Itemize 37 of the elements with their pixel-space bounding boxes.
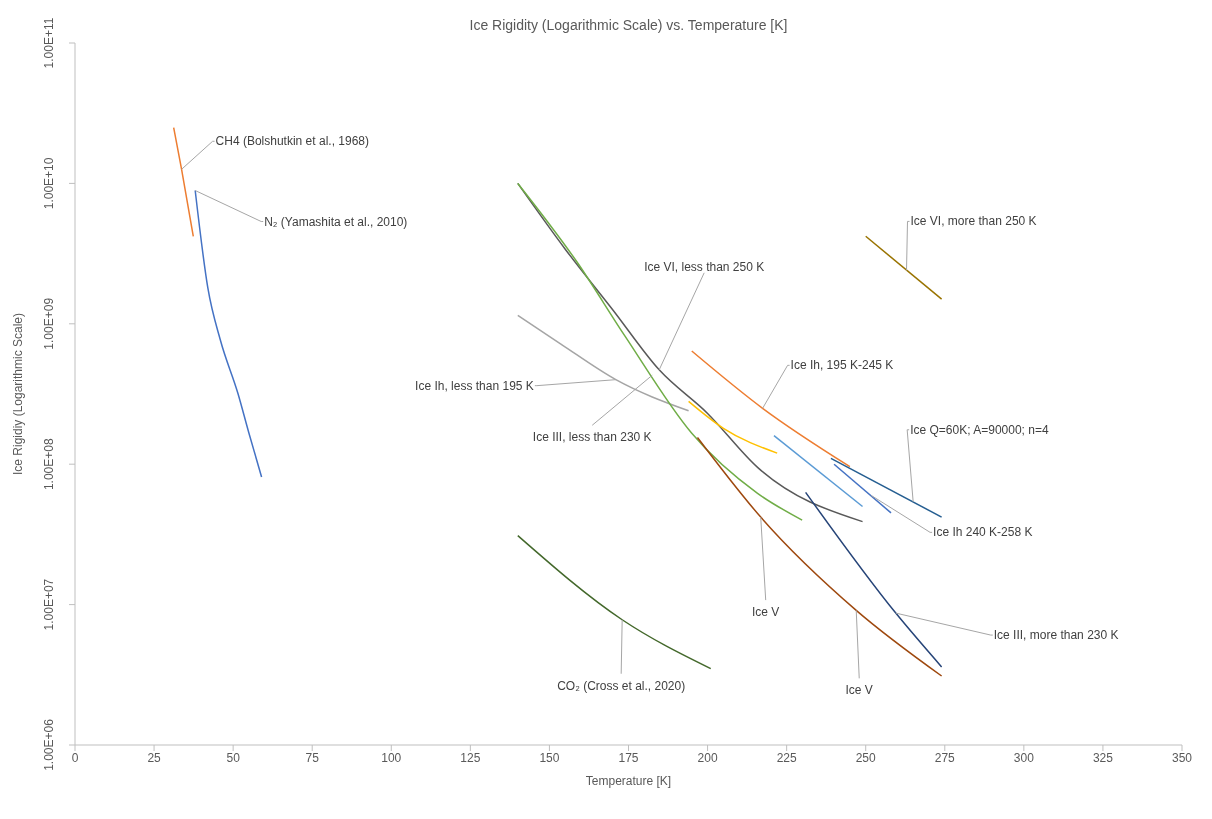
y-tick-label: 1.00E+08 (42, 438, 56, 491)
annotation: Ice Ih 240 K-258 K (933, 525, 1033, 540)
x-tick-label: 300 (1013, 750, 1035, 765)
annotation: CH4 (Bolshutkin et al., 1968) (215, 134, 370, 149)
x-tick-label: 175 (618, 750, 639, 765)
annotation: CO₂ (Cross et al., 2020) (557, 678, 686, 693)
y-axis-title: Ice Rigidiy (Logarithmic Scale) (11, 312, 25, 476)
x-tick-label: 100 (381, 750, 402, 765)
x-axis-title: Temperature [K] (585, 774, 672, 788)
x-tick-label: 200 (697, 750, 718, 765)
y-tick-label: 1.00E+09 (42, 297, 56, 350)
annotation: Ice III, less than 230 K (532, 430, 652, 445)
annotation: Ice VI, more than 250 K (910, 214, 1037, 229)
annotation: Ice Ih, less than 195 K (415, 378, 534, 393)
annotation: Ice V (845, 683, 873, 698)
annotation: Ice III, more than 230 K (993, 628, 1119, 643)
x-tick-label: 0 (71, 750, 79, 765)
x-tick-label: 350 (1171, 750, 1193, 765)
y-tick-label: 1.00E+10 (42, 157, 56, 210)
y-tick-label: 1.00E+07 (42, 578, 56, 631)
x-tick-label: 225 (776, 750, 797, 765)
y-tick-label: 1.00E+06 (42, 718, 56, 771)
y-tick-label: 1.00E+11 (42, 17, 56, 69)
x-tick-label: 25 (147, 750, 162, 765)
annotation: Ice VI, less than 250 K (644, 259, 765, 274)
x-tick-label: 325 (1092, 750, 1114, 765)
x-tick-label: 275 (934, 750, 956, 765)
chart-title: Ice Rigidity (Logarithmic Scale) vs. Temperature [K] (469, 17, 788, 33)
annotation: Ice V (752, 605, 780, 620)
x-tick-label: 125 (460, 750, 481, 765)
annotation: N₂ (Yamashita et al., 2010) (264, 214, 408, 229)
x-tick-label: 50 (226, 750, 241, 765)
annotation: Ice Ih, 195 K-245 K (790, 358, 894, 373)
x-tick-label: 250 (855, 750, 877, 765)
x-tick-label: 150 (539, 750, 560, 765)
x-tick-label: 75 (305, 750, 320, 765)
annotation: Ice Q=60K; A=90000; n=4 (910, 422, 1049, 437)
